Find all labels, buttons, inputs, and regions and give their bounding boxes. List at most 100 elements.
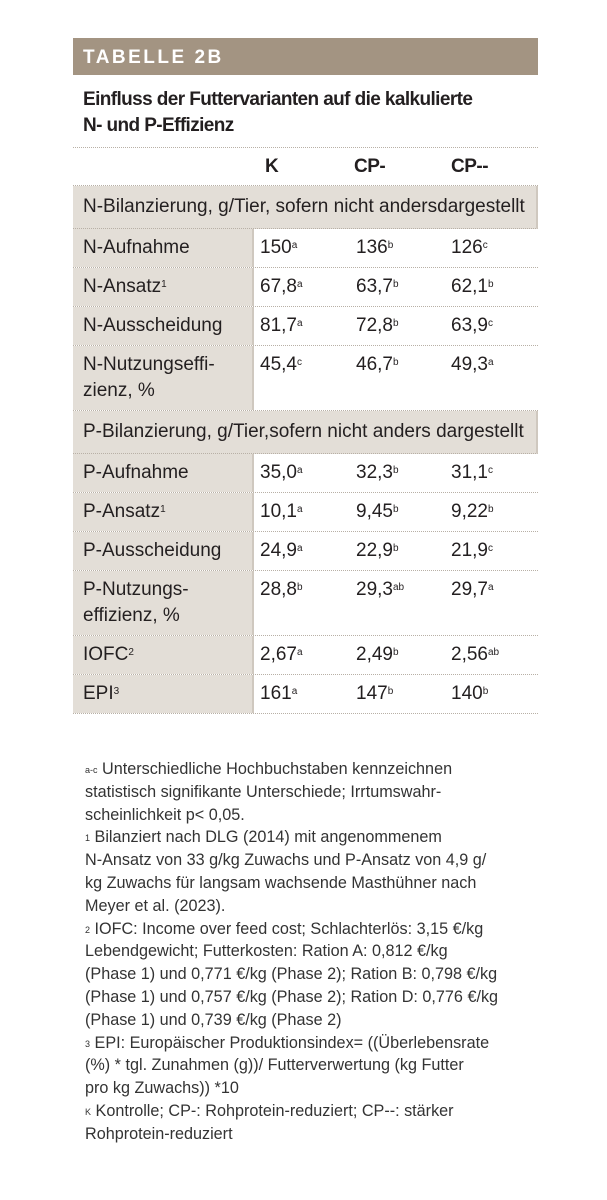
row-label-line: P-Ansatz1 xyxy=(83,499,252,525)
row-label: P-Aufnahme xyxy=(73,454,254,492)
row-label: N-Nutzungseffi-zienz, % xyxy=(73,346,254,410)
table-title: Einfluss der Futtervarianten auf die kal… xyxy=(73,75,538,148)
footnote-text: (Phase 1) und 0,771 €/kg (Phase 2); Rati… xyxy=(85,965,498,984)
footnote-line: N-Ansatz von 33 g/kg Zuwachs und P-Ansat… xyxy=(85,849,545,872)
significance-letter: a xyxy=(296,318,303,329)
footnote-line: 2 IOFC: Income over feed cost; Schlachte… xyxy=(85,918,545,941)
footnote-line: statistisch signifikante Unterschiede; I… xyxy=(85,781,545,804)
significance-letter: b xyxy=(392,504,399,515)
cell-value: 161 xyxy=(260,683,292,704)
cell-value: 126 xyxy=(451,237,483,258)
row-label-text: IOFC xyxy=(83,644,129,665)
section-header: N-Bilanzierung, g/Tier, sofern nicht and… xyxy=(73,186,538,229)
row-label: N-Aufnahme xyxy=(73,229,254,267)
table-row: P-Ansatz1 10,1a 9,45b 9,22b xyxy=(73,493,538,532)
table-row: P-Nutzungs-effizienz, % 28,8b 29,3ab 29,7a xyxy=(73,571,538,636)
significance-letter: a xyxy=(487,582,494,593)
significance-letter: ab xyxy=(487,647,500,658)
row-label-line: zienz, % xyxy=(83,378,252,404)
significance-letter: a xyxy=(296,465,303,476)
table-cell: 49,3a xyxy=(451,352,494,378)
significance-letter: b xyxy=(392,647,399,658)
table-row: P-Ausscheidung 24,9a 22,9b 21,9c xyxy=(73,532,538,571)
cell-value: 72,8 xyxy=(356,315,393,336)
footnote-line: 3 EPI: Europäischer Produktionsindex= ((… xyxy=(85,1032,545,1055)
column-headers: K CP- CP-- xyxy=(73,148,538,186)
row-label-text: P-Ausscheidung xyxy=(83,540,222,561)
significance-letter: a xyxy=(296,504,303,515)
table-cell: 2,67a xyxy=(260,642,303,668)
column-header-cp: CP- xyxy=(354,156,386,177)
cell-value: 9,45 xyxy=(356,501,393,522)
row-label: P-Ansatz1 xyxy=(73,493,254,531)
table-row: N-Ansatz1 67,8a 63,7b 62,1b xyxy=(73,268,538,307)
row-label-text: P-Nutzungs- xyxy=(83,579,189,600)
table-cell: 2,49b xyxy=(356,642,399,668)
table-cell: 136b xyxy=(356,235,393,261)
table-cell: 29,3ab xyxy=(356,577,404,603)
significance-letter: a xyxy=(296,279,303,290)
table-cell: 72,8b xyxy=(356,313,399,339)
section-header: P-Bilanzierung, g/Tier, sofern nicht ande… xyxy=(73,411,538,454)
row-label-text: N-Aufnahme xyxy=(83,237,190,258)
cell-value: 24,9 xyxy=(260,540,297,561)
cell-value: 46,7 xyxy=(356,354,393,375)
table-cell: 24,9a xyxy=(260,538,303,564)
table-cell: 46,7b xyxy=(356,352,399,378)
cell-value: 21,9 xyxy=(451,540,488,561)
footnote-text: kg Zuwachs für langsam wachsende Masthüh… xyxy=(85,873,477,892)
table-row: EPI3 161a 147b 140b xyxy=(73,675,538,714)
row-label-text: P-Aufnahme xyxy=(83,462,189,483)
table-cell: 2,56ab xyxy=(451,642,499,668)
table-row: IOFC2 2,67a 2,49b 2,56ab xyxy=(73,636,538,675)
table-row: P-Aufnahme 35,0a 32,3b 31,1c xyxy=(73,454,538,493)
row-label-line: P-Ausscheidung xyxy=(83,538,252,564)
table-cell: 32,3b xyxy=(356,460,399,486)
table-cell: 35,0a xyxy=(260,460,303,486)
table-cell: 10,1a xyxy=(260,499,303,525)
column-header-cp2: CP-- xyxy=(451,156,489,177)
row-label-line: N-Ausscheidung xyxy=(83,313,252,339)
footnote-text: Kontrolle; CP-: Rohprotein-reduziert; CP… xyxy=(95,1101,454,1120)
significance-letter: b xyxy=(392,279,399,290)
significance-letter: b xyxy=(296,582,303,593)
cell-value: 35,0 xyxy=(260,462,297,483)
footnote-mark: 1 xyxy=(85,833,91,844)
significance-letter: b xyxy=(387,686,394,697)
footnote-line: scheinlichkeit p< 0,05. xyxy=(85,804,545,827)
table-row: N-Nutzungseffi-zienz, % 45,4c 46,7b 49,3a xyxy=(73,346,538,411)
row-label: N-Ausscheidung xyxy=(73,307,254,345)
column-header-k: K xyxy=(265,156,279,177)
cell-value: 140 xyxy=(451,683,483,704)
footnote-text: IOFC: Income over feed cost; Schlachterl… xyxy=(94,919,484,938)
significance-letter: c xyxy=(482,240,488,251)
cell-value: 63,7 xyxy=(356,276,393,297)
section-title-line: sofern nicht anders dargestellt xyxy=(269,421,524,442)
cell-value: 150 xyxy=(260,237,292,258)
table-cell: 9,45b xyxy=(356,499,399,525)
table-body: N-Bilanzierung, g/Tier, sofern nicht and… xyxy=(73,186,538,714)
table-cell: 45,4c xyxy=(260,352,302,378)
significance-letter: c xyxy=(487,318,493,329)
row-label-line: IOFC2 xyxy=(83,642,252,668)
significance-letter: b xyxy=(387,240,394,251)
cell-value: 147 xyxy=(356,683,388,704)
footnote-line: a-c Unterschiedliche Hochbuchstaben kenn… xyxy=(85,758,545,781)
footnote-text: (%) * tgl. Zunahmen (g))/ Futterverwertu… xyxy=(85,1056,464,1075)
title-line: N- und P-Effizienz xyxy=(83,115,234,136)
cell-value: 45,4 xyxy=(260,354,297,375)
table-cell: 63,7b xyxy=(356,274,399,300)
cell-value: 10,1 xyxy=(260,501,297,522)
table-cell: 28,8b xyxy=(260,577,303,603)
row-label-text: P-Ansatz xyxy=(83,501,161,522)
footnote-mark: 2 xyxy=(85,924,91,935)
row-label-line: N-Ansatz1 xyxy=(83,274,252,300)
table-cell: 9,22b xyxy=(451,499,494,525)
table-cell: 29,7a xyxy=(451,577,494,603)
footnote-text: statistisch signifikante Unterschiede; I… xyxy=(85,782,442,801)
footnote-line: (Phase 1) und 0,771 €/kg (Phase 2); Rati… xyxy=(85,963,545,986)
significance-letter: b xyxy=(392,465,399,476)
table-cell: 140b xyxy=(451,681,488,707)
footnote-text: EPI: Europäischer Produktionsindex= ((Üb… xyxy=(94,1033,490,1052)
cell-value: 63,9 xyxy=(451,315,488,336)
